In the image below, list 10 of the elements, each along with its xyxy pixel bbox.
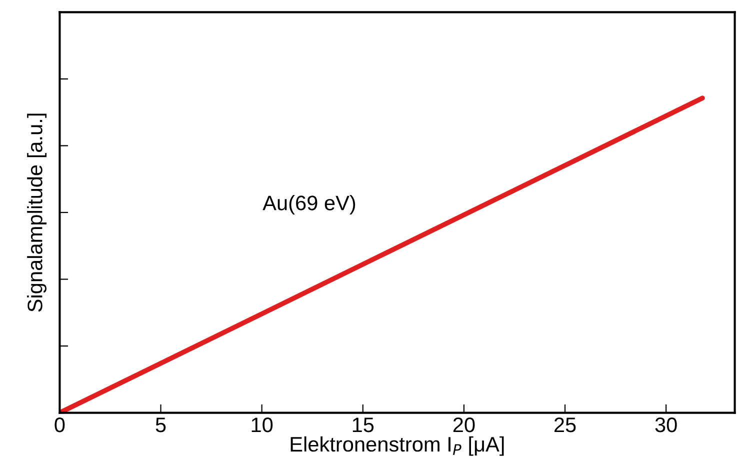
x-axis-title: Elektronenstrom I$_{P}$ [μA] (290, 436, 504, 456)
annotation: Au(69 eV) (262, 195, 356, 214)
y-axis-title: Signalamplitude [a.u.] (27, 114, 47, 312)
x-tick-label: 25 (554, 417, 576, 432)
x-tick-label: 20 (453, 417, 475, 432)
x-tick-label: 0 (54, 417, 65, 432)
x-tick-label: 30 (655, 417, 677, 432)
x-tick-label: 5 (156, 418, 166, 432)
x-tick-label: 10 (252, 417, 273, 432)
x-tick-label: 15 (352, 418, 374, 432)
